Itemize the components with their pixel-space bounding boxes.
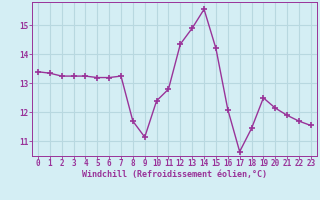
- X-axis label: Windchill (Refroidissement éolien,°C): Windchill (Refroidissement éolien,°C): [82, 170, 267, 179]
